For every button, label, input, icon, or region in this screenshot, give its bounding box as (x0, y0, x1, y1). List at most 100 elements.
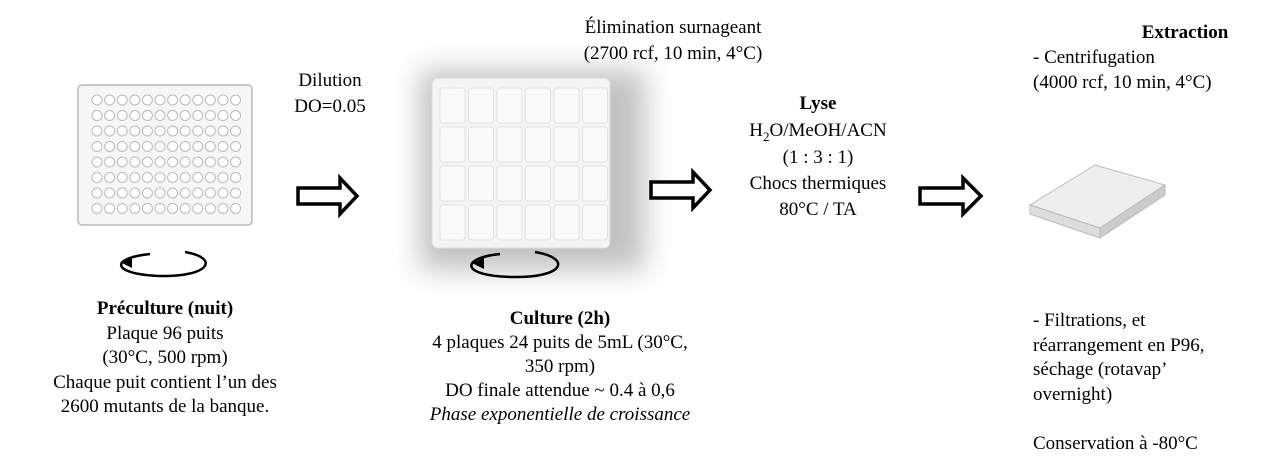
well (129, 187, 141, 199)
step-text: Conservation à -80°C (1033, 433, 1198, 454)
well (192, 141, 204, 152)
well (91, 172, 103, 183)
well (116, 94, 128, 106)
well (154, 203, 166, 214)
well (129, 156, 141, 168)
step-text: 4 plaques 24 puits de 5mL (30°C, (432, 332, 687, 353)
well (192, 172, 204, 183)
well (525, 165, 551, 202)
well (141, 187, 153, 199)
step-text: (4000 rcf, 10 min, 4°C) (1033, 72, 1212, 93)
well (129, 141, 141, 152)
step-title: Préculture (nuit) (97, 298, 233, 319)
well (230, 203, 242, 214)
step-text: 2600 mutants de la banque. (61, 396, 269, 417)
step-text: 350 rpm) (525, 356, 595, 377)
well (230, 110, 242, 121)
rotation-arrow-head (472, 258, 484, 269)
well (141, 203, 153, 214)
well (217, 156, 229, 168)
well (468, 165, 494, 202)
well (179, 156, 191, 168)
well (129, 203, 141, 214)
well (154, 125, 166, 137)
well (582, 204, 608, 241)
well (154, 94, 166, 106)
well (141, 156, 153, 168)
well (582, 87, 608, 124)
step-text: (2700 rcf, 10 min, 4°C) (584, 43, 763, 64)
well (582, 126, 608, 163)
well (116, 187, 128, 199)
rotation-arrow (470, 250, 560, 279)
step-text: overnight) (1033, 384, 1112, 405)
well (129, 94, 141, 106)
well (230, 94, 242, 106)
step-title: Culture (2h) (510, 308, 610, 329)
well (91, 203, 103, 214)
step-text: Chaque puit contient l’un des (53, 372, 277, 393)
well (116, 110, 128, 121)
well (167, 141, 179, 152)
well (468, 126, 494, 163)
step-text: (30°C, 500 rpm) (102, 347, 227, 368)
well (179, 110, 191, 121)
well (141, 141, 153, 152)
well (525, 87, 551, 124)
well (192, 156, 204, 168)
well (179, 141, 191, 152)
well (116, 172, 128, 183)
rotation-arrow-head (120, 257, 132, 268)
well (116, 156, 128, 168)
well (496, 204, 523, 241)
step-title: Extraction (1142, 22, 1229, 43)
step-title: Lyse (800, 93, 837, 114)
well (230, 141, 242, 152)
well (104, 156, 116, 168)
well (154, 156, 166, 168)
well (217, 172, 229, 183)
step-note: Phase exponentielle de croissance (429, 404, 690, 425)
well (91, 141, 103, 152)
well (141, 125, 153, 137)
well (141, 172, 153, 183)
well (204, 187, 216, 199)
plate-extraction (1028, 164, 1167, 239)
well (116, 141, 128, 152)
step-text: - Centrifugation (1033, 47, 1155, 68)
well (129, 172, 141, 183)
well (104, 110, 116, 121)
well (439, 87, 466, 124)
well (141, 94, 153, 106)
well (104, 94, 116, 106)
well (217, 125, 229, 137)
well (154, 110, 166, 121)
well (496, 126, 523, 163)
well (204, 141, 216, 152)
well (439, 204, 466, 241)
step-text: DO finale attendue ~ 0.4 à 0,6 (445, 380, 675, 401)
well (104, 172, 116, 183)
well (204, 94, 216, 106)
well (192, 94, 204, 106)
well (525, 204, 551, 241)
well (91, 110, 103, 121)
plate-96 (77, 84, 253, 226)
well (192, 125, 204, 137)
well (525, 126, 551, 163)
well (179, 94, 191, 106)
rotation-arrow (119, 250, 207, 278)
well (439, 126, 466, 163)
well (154, 172, 166, 183)
step-text: réarrangement en P96, (1033, 335, 1204, 356)
well (192, 187, 204, 199)
process-arrow (918, 173, 984, 219)
well (129, 125, 141, 137)
process-arrow (649, 167, 713, 213)
well (439, 165, 466, 202)
well (230, 172, 242, 183)
well (116, 125, 128, 137)
well (91, 156, 103, 168)
well (553, 126, 580, 163)
